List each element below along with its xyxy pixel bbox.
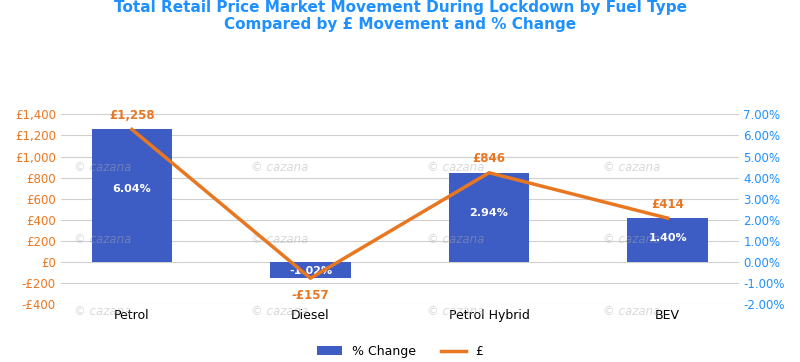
Text: © cazana: © cazana: [250, 161, 308, 174]
Text: © cazana: © cazana: [250, 233, 308, 246]
Text: © cazana: © cazana: [427, 305, 484, 318]
Text: 1.40%: 1.40%: [648, 233, 687, 243]
Text: 2.94%: 2.94%: [470, 208, 509, 218]
Bar: [449, 173, 530, 262]
£: [127, 127, 137, 131]
£: [663, 216, 673, 220]
Text: -1.02%: -1.02%: [289, 266, 332, 276]
Text: £1,258: £1,258: [109, 109, 154, 122]
Text: © cazana: © cazana: [427, 233, 484, 246]
Text: © cazana: © cazana: [427, 161, 484, 174]
Text: © cazana: © cazana: [603, 305, 661, 318]
Bar: [270, 262, 350, 278]
Bar: [92, 129, 172, 262]
£: [306, 276, 315, 281]
Text: © cazana: © cazana: [603, 233, 661, 246]
Text: © cazana: © cazana: [250, 305, 308, 318]
Text: © cazana: © cazana: [74, 233, 132, 246]
Legend: % Change, £: % Change, £: [311, 340, 489, 362]
Text: £846: £846: [473, 152, 506, 165]
Text: £414: £414: [651, 198, 684, 211]
Text: Total Retail Price Market Movement During Lockdown by Fuel Type
Compared by £ Mo: Total Retail Price Market Movement Durin…: [114, 0, 686, 33]
Text: -£157: -£157: [292, 289, 330, 302]
Text: © cazana: © cazana: [74, 161, 132, 174]
£: [484, 171, 494, 175]
Line: £: £: [132, 129, 668, 278]
Text: 6.04%: 6.04%: [113, 184, 151, 194]
Bar: [627, 218, 708, 262]
Text: © cazana: © cazana: [603, 161, 661, 174]
Text: © cazana: © cazana: [74, 305, 132, 318]
